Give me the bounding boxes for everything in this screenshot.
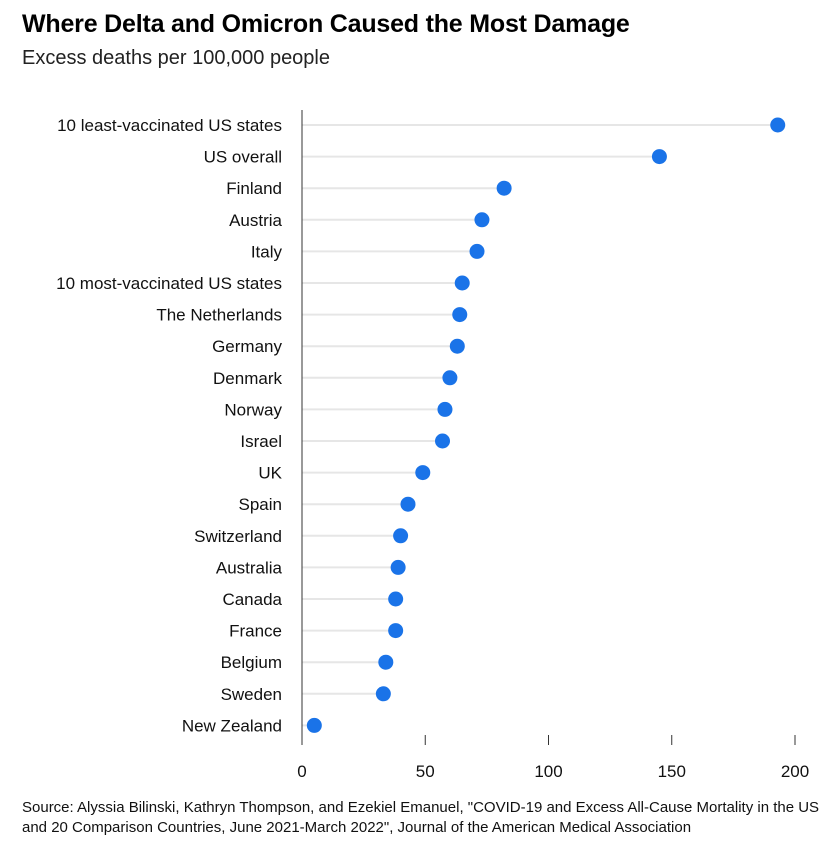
data-point xyxy=(437,401,453,417)
data-point xyxy=(415,465,431,481)
chart-title: Where Delta and Omicron Caused the Most … xyxy=(22,10,630,38)
category-label: Switzerland xyxy=(194,527,282,546)
category-label: New Zealand xyxy=(182,716,282,735)
data-point xyxy=(449,338,465,354)
data-point xyxy=(390,559,406,575)
data-point xyxy=(770,117,786,133)
category-label: Germany xyxy=(212,337,282,356)
data-point xyxy=(651,149,667,165)
x-tick-label: 50 xyxy=(416,762,435,781)
x-tick-label: 0 xyxy=(297,762,306,781)
x-tick-label: 200 xyxy=(781,762,809,781)
data-point xyxy=(496,180,512,196)
data-point xyxy=(474,212,490,228)
x-tick-label: 150 xyxy=(658,762,686,781)
category-label: UK xyxy=(258,464,282,483)
category-label: Denmark xyxy=(213,369,282,388)
data-point xyxy=(469,243,485,259)
category-label: Norway xyxy=(224,400,282,419)
data-point xyxy=(388,623,404,639)
data-point xyxy=(452,307,468,323)
category-label: 10 least-vaccinated US states xyxy=(57,116,282,135)
data-point xyxy=(400,496,416,512)
source-note: Source: Alyssia Bilinski, Kathryn Thomps… xyxy=(22,799,820,836)
category-label: Sweden xyxy=(221,685,282,704)
category-label: Israel xyxy=(240,432,282,451)
category-label: The Netherlands xyxy=(156,306,282,325)
category-label: Australia xyxy=(216,558,283,577)
chart-subtitle: Excess deaths per 100,000 people xyxy=(22,47,330,69)
data-point xyxy=(388,591,404,607)
data-point xyxy=(378,654,394,670)
category-label: Austria xyxy=(229,211,282,230)
data-point xyxy=(306,717,322,733)
data-point xyxy=(454,275,470,291)
dot-plot: 10 least-vaccinated US states US overall F… xyxy=(56,110,809,781)
category-label: Canada xyxy=(222,590,282,609)
data-point xyxy=(375,686,391,702)
category-label: 10 most-vaccinated US states xyxy=(56,274,282,293)
data-point xyxy=(393,528,409,544)
category-label: US overall xyxy=(204,148,282,167)
category-label: Finland xyxy=(226,179,282,198)
category-label: Belgium xyxy=(221,653,282,672)
category-label: France xyxy=(229,622,282,641)
category-label: Spain xyxy=(239,495,282,514)
data-point xyxy=(442,370,458,386)
category-label: Italy xyxy=(251,242,283,261)
x-tick-label: 100 xyxy=(534,762,562,781)
data-point xyxy=(435,433,451,449)
